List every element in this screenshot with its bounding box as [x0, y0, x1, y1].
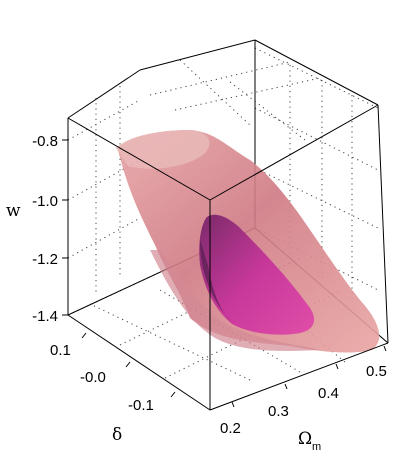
inner-surface — [199, 214, 315, 335]
w-tick-label: -1.2 — [32, 251, 58, 268]
omega-m-tick-label: 0.3 — [268, 403, 289, 420]
delta-axis: 0.1 -0.0 -0.1 δ — [50, 342, 154, 445]
w-axis-label: w — [6, 201, 21, 221]
delta-tick-label: -0.0 — [80, 369, 106, 386]
delta-tick-label: 0.1 — [50, 342, 71, 359]
omega-m-tick-label: 0.4 — [318, 385, 339, 402]
omega-m-axis-label: Ω — [298, 429, 312, 449]
w-tick-label: -1.0 — [32, 193, 58, 210]
inner-surface-body — [199, 214, 315, 335]
tick-marks — [62, 139, 387, 408]
w-tick-label: -0.8 — [32, 133, 58, 150]
outer-surface-lower-lobe — [150, 250, 320, 351]
w-axis: -0.8 -1.0 -1.2 -1.4 w — [6, 133, 58, 325]
box-front-edges — [67, 69, 389, 411]
w-tick-label: -1.4 — [32, 308, 58, 325]
omega-m-axis: 0.2 0.3 0.4 0.5 Ω m — [220, 363, 387, 453]
omega-m-axis-subscript: m — [312, 441, 321, 453]
delta-axis-label: δ — [112, 425, 122, 445]
omega-m-tick-label: 0.5 — [366, 363, 387, 380]
omega-m-tick-label: 0.2 — [220, 420, 241, 437]
delta-tick-label: -0.1 — [128, 397, 154, 414]
